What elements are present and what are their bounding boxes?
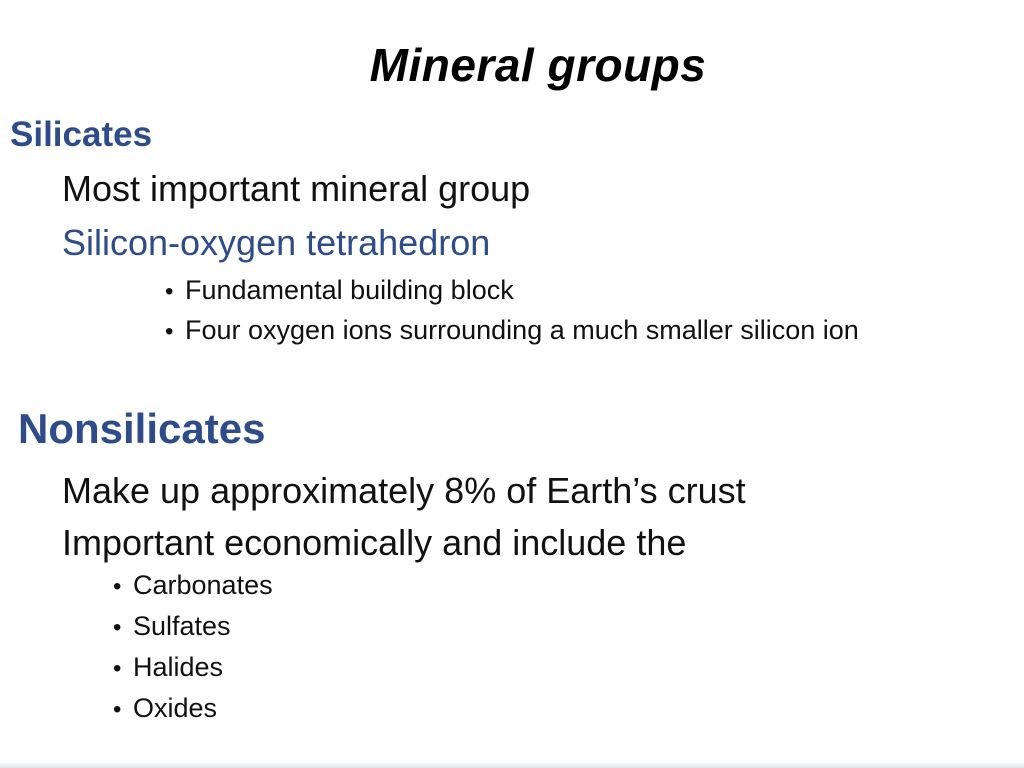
slide-bottom-border [0,762,1024,768]
bullet-icon: • [113,573,122,600]
subpoint-text: Sulfates [133,611,231,641]
subpoint-text: Carbonates [133,570,273,600]
bullet-icon: • [165,278,174,305]
bullet-icon: • [113,614,122,641]
subpoint-text: Halides [133,652,224,682]
bullet-icon: • [113,696,122,723]
bullet-icon: • [165,318,174,345]
silicates-point-1: Most important mineral group [62,168,531,209]
nonsilicates-point-2: Important economically and include the [62,522,687,563]
nonsilicates-subpoint-1: • Carbonates [113,570,273,601]
subpoint-text: Four oxygen ions surrounding a much smal… [185,315,859,345]
nonsilicates-subpoint-3: • Halides [113,652,223,683]
nonsilicates-subpoint-4: • Oxides [113,693,217,724]
silicates-subpoint-2: • Four oxygen ions surrounding a much sm… [165,315,859,346]
bullet-icon: • [113,655,122,682]
silicates-heading: Silicates [10,115,153,154]
silicates-subpoint-1: • Fundamental building block [165,275,514,306]
nonsilicates-subpoint-2: • Sulfates [113,611,231,642]
subpoint-text: Fundamental building block [185,275,514,305]
nonsilicates-heading: Nonsilicates [18,405,266,452]
silicates-point-2: Silicon-oxygen tetrahedron [62,222,491,263]
nonsilicates-point-1: Make up approximately 8% of Earth’s crus… [62,470,746,511]
slide-title: Mineral groups [369,39,707,91]
subpoint-text: Oxides [133,693,218,723]
